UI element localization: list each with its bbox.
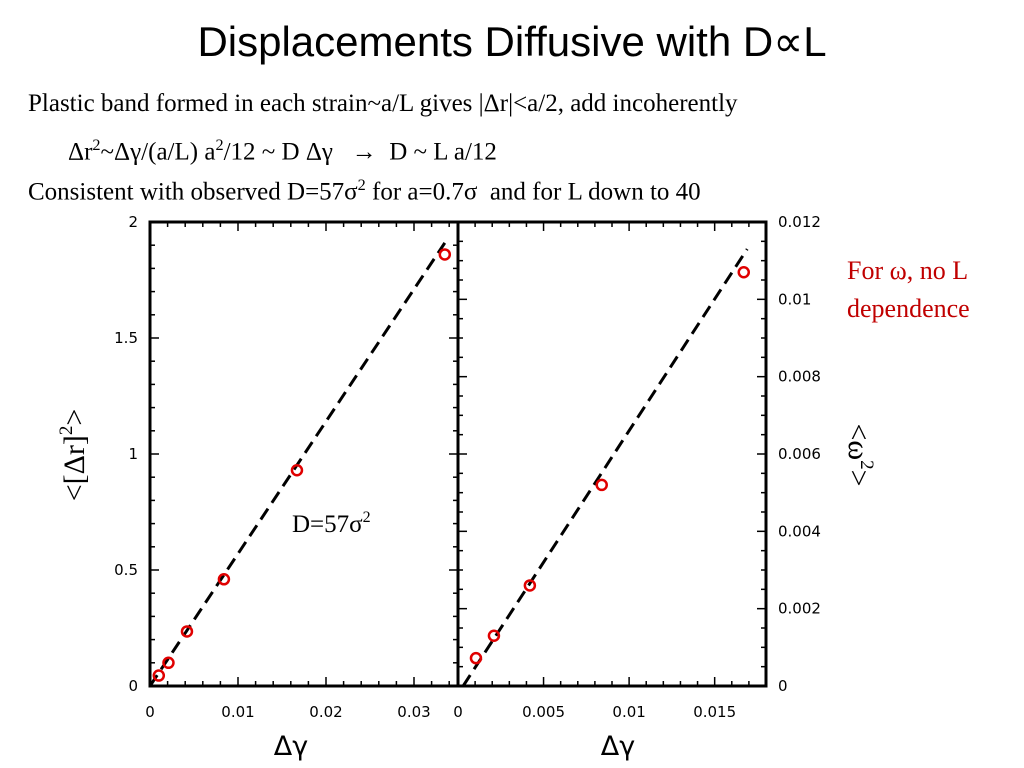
omega-note: For ω, no L dependence (847, 252, 970, 328)
text-line-2: Δr2~Δγ/(a/L) a2/12 ~ D Δγ → D ~ L a/12 (68, 128, 497, 169)
y-tick-label: 2 (128, 213, 138, 231)
data-point (487, 629, 501, 642)
data-point (162, 656, 175, 670)
right-y-axis-label: <ω2> (842, 423, 877, 486)
line2-part-c: /12 ~ D Δγ → D ~ L a/12 (223, 138, 497, 166)
left-panel-displacement: 0 0.01 0.02 0.03 0 0.5 1 1.5 2 (114, 213, 460, 721)
data-point (290, 463, 304, 477)
y-tick-label: 0.008 (778, 368, 821, 386)
x-tick-label: 0 (145, 703, 155, 721)
x-tick-label: 0.01 (221, 703, 254, 721)
slide-title: Displacements Diffusive with D∝L (197, 18, 827, 65)
y-tick-label: 0 (128, 677, 138, 695)
y-tick-label: 1 (128, 445, 138, 463)
x-tick-label: 0.03 (397, 703, 430, 721)
x-tick-label: 0.015 (693, 703, 736, 721)
y-tick-label: 0.004 (778, 522, 821, 540)
annotation-a: D=57σ (292, 511, 363, 538)
right-panel-rotation: 0 0.005 0.01 0.015 0 0.002 0.004 0.006 0.008 0.01… (453, 213, 821, 721)
line2-part-b: ~Δγ/(a/L) a (100, 138, 216, 166)
line2-part-a: Δr (68, 138, 93, 166)
left-y-axis-label: <[Δr]2> (56, 409, 91, 502)
data-point (438, 248, 452, 261)
right-ylabel-b: > (842, 470, 875, 487)
left-x-axis-label: Δγ (274, 731, 308, 762)
data-point (595, 478, 608, 492)
y-tick-label: 1.5 (114, 329, 138, 347)
data-point (152, 669, 166, 682)
annotation-sup: 2 (363, 509, 371, 526)
x-tick-label: 0.005 (522, 703, 565, 721)
data-point (737, 266, 751, 279)
y-tick-label: 0.002 (778, 600, 821, 618)
y-tick-label: 0 (778, 677, 788, 695)
dashed-fit-line (461, 248, 749, 687)
line2-sup-2: 2 (215, 136, 224, 154)
left-ylabel-b: > (58, 409, 91, 426)
y-tick-label: 0.012 (778, 213, 821, 231)
line3-sup: 2 (357, 176, 366, 194)
note-line-2: dependence (847, 294, 970, 323)
data-point (523, 579, 537, 592)
data-point (217, 573, 231, 586)
left-ylabel-sup: 2 (56, 426, 77, 436)
y-tick-label: 0.006 (778, 445, 821, 463)
line2-sup-1: 2 (92, 136, 101, 154)
y-tick-label: 0.01 (778, 290, 811, 308)
right-ylabel-a: <ω (842, 423, 875, 460)
data-point (180, 625, 194, 638)
left-ylabel-a: <[Δr] (58, 435, 91, 501)
diffusion-constant-annotation: D=57σ2 (292, 509, 371, 538)
y-tick-label: 0.5 (114, 561, 138, 579)
text-line-3: Consistent with observed D=57σ2 for a=0.… (28, 168, 701, 209)
right-x-axis-label: Δγ (601, 731, 635, 762)
x-tick-label: 0 (453, 703, 463, 721)
note-line-1: For ω, no L (847, 256, 969, 285)
x-tick-label: 0.01 (612, 703, 645, 721)
data-point (469, 651, 483, 665)
line3-part-a: Consistent with observed D=57σ (28, 178, 358, 206)
text-line-1: Plastic band formed in each strain~a/L g… (28, 90, 738, 117)
x-tick-label: 0.02 (309, 703, 342, 721)
line3-part-b: for a=0.7σ and for L down to 40 (365, 178, 701, 206)
right-ylabel-sup: 2 (856, 460, 877, 470)
